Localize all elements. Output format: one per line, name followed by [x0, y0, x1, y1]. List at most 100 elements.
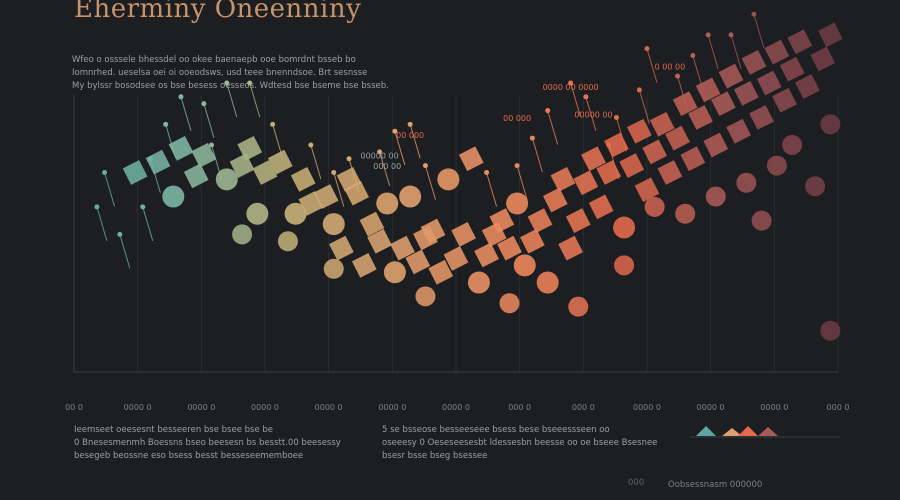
pin-dot	[270, 121, 276, 127]
data-point-diamond	[443, 246, 469, 271]
legend-swatch	[738, 426, 758, 436]
data-point-diamond	[351, 252, 377, 278]
data-point-diamond	[795, 74, 820, 99]
data-point-diamond	[183, 163, 209, 189]
pin-line	[547, 110, 559, 145]
data-point-circle	[437, 168, 460, 191]
note-line: oseeesy 0 Oeseseesesbt ldessesbn beesse …	[382, 438, 658, 448]
pin-line	[585, 96, 597, 131]
legend-swatch	[696, 426, 716, 436]
data-point-diamond	[145, 149, 171, 175]
x-tick-label: 0000 0	[697, 403, 725, 412]
pin-dot	[247, 80, 253, 86]
data-point-circle	[232, 224, 253, 245]
footer-note: Oobsessnasm 000000	[668, 480, 763, 490]
pin-dot	[308, 142, 314, 148]
data-point-diamond	[390, 235, 415, 261]
pin-dot	[675, 73, 681, 79]
data-point-circle	[399, 185, 422, 208]
data-point-diamond	[191, 142, 217, 168]
pin-dot	[568, 80, 574, 86]
data-point-diamond	[458, 146, 484, 172]
data-point-circle	[277, 231, 298, 252]
pin-dot	[705, 32, 711, 38]
data-point-diamond	[604, 132, 629, 158]
pin-line	[531, 137, 543, 173]
data-point-circle	[499, 293, 520, 314]
data-point-diamond	[642, 139, 668, 165]
data-point-diamond	[329, 235, 354, 261]
data-point-circle	[614, 255, 635, 276]
data-point-diamond	[787, 29, 813, 55]
pin-dot	[644, 46, 650, 52]
note-line: 0 Bnesesmenmh Boessns bseo beesesn bs be…	[74, 438, 341, 448]
data-point-circle	[766, 155, 787, 176]
data-point-diamond	[810, 46, 836, 72]
pin-dot	[728, 32, 734, 38]
pin-dot	[178, 94, 184, 100]
data-point-diamond	[313, 184, 339, 209]
x-tick-label: 00 0	[65, 403, 83, 412]
note-line: 5 se bsseose besseeseee bsess bese bseee…	[382, 425, 610, 435]
pin-line	[119, 234, 131, 269]
data-point-circle	[506, 192, 529, 215]
data-point-diamond	[428, 259, 454, 285]
data-point-diamond	[168, 136, 194, 161]
data-point-diamond	[772, 87, 797, 113]
data-point-diamond	[657, 160, 683, 185]
data-point-circle	[820, 114, 841, 135]
pin-dot	[94, 204, 100, 210]
data-point-circle	[467, 271, 490, 294]
data-point-diamond	[474, 242, 499, 268]
data-point-diamond	[695, 77, 721, 103]
data-point-circle	[415, 286, 436, 307]
x-tick-label: 000 0	[827, 403, 850, 412]
pin-dot	[331, 169, 337, 175]
footer-mark: 000	[628, 478, 645, 488]
x-tick-label: 000 0	[572, 403, 595, 412]
data-point-diamond	[252, 160, 278, 185]
data-point-diamond	[733, 80, 759, 106]
pin-line	[310, 144, 322, 180]
pin-line	[753, 14, 765, 49]
data-points	[122, 22, 843, 294]
data-point-circle	[162, 185, 185, 208]
intro-paragraph: Wfeo o osssele bhessdel oo okee baenaepb…	[72, 54, 389, 93]
data-point-diamond	[817, 22, 843, 48]
data-point-circle	[215, 168, 238, 191]
data-point-diamond	[779, 56, 805, 82]
pin-line	[226, 82, 238, 118]
data-point-diamond	[420, 218, 446, 244]
data-point-circle	[536, 271, 559, 294]
pin-line	[486, 172, 498, 207]
annotation-label: 00 000	[503, 114, 531, 123]
data-point-circle	[376, 192, 399, 215]
pin-line	[249, 82, 261, 118]
notes-left: Ieemseet oeesesnt besseeren bse bsee bse…	[74, 424, 341, 463]
pin-dot	[407, 121, 413, 127]
data-point-diamond	[367, 228, 392, 254]
legend-swatch	[758, 427, 778, 436]
annotation-label: 0000 00 0000	[543, 83, 599, 92]
data-point-circle	[246, 202, 269, 225]
pin-dot	[636, 87, 642, 93]
pin-line	[424, 165, 436, 200]
pin-line	[646, 48, 658, 83]
data-point-diamond	[122, 160, 148, 185]
x-tick-label: 0000 0	[633, 403, 661, 412]
data-point-circle	[751, 210, 772, 231]
data-point-diamond	[527, 208, 553, 234]
x-tick-label: 000 0	[508, 403, 531, 412]
data-point-diamond	[596, 160, 622, 185]
pin-dot	[201, 101, 207, 107]
pin-dot	[751, 11, 757, 17]
pin-dot	[163, 121, 169, 127]
annotation-label: 00 000	[396, 131, 424, 140]
data-point-circle	[323, 258, 344, 279]
data-point-diamond	[649, 111, 675, 137]
data-point-diamond	[344, 180, 370, 206]
data-point-diamond	[573, 170, 599, 196]
pin-dot	[484, 169, 490, 175]
